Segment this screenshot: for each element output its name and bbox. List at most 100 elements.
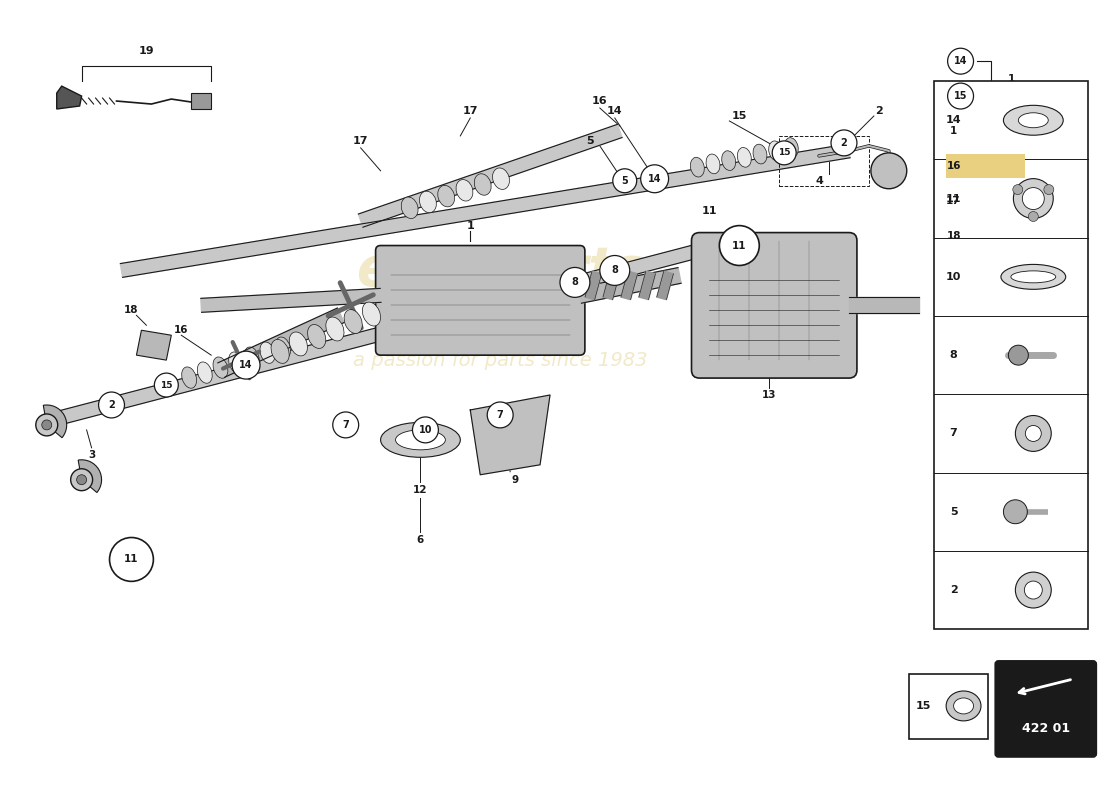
Polygon shape — [579, 268, 681, 303]
Ellipse shape — [197, 362, 212, 383]
Circle shape — [1009, 345, 1028, 365]
Text: euroParts: euroParts — [355, 245, 645, 297]
Circle shape — [99, 392, 124, 418]
Text: 8: 8 — [949, 350, 957, 360]
Ellipse shape — [737, 147, 751, 167]
Text: 2: 2 — [108, 400, 114, 410]
Circle shape — [70, 469, 92, 490]
Text: 19: 19 — [139, 46, 154, 56]
Text: 14: 14 — [240, 360, 253, 370]
Text: 17: 17 — [353, 136, 369, 146]
Ellipse shape — [326, 317, 344, 341]
Circle shape — [36, 414, 57, 436]
Circle shape — [772, 141, 796, 165]
Ellipse shape — [229, 352, 243, 374]
Bar — [946, 154, 1025, 178]
Polygon shape — [639, 271, 656, 300]
Circle shape — [42, 420, 52, 430]
Ellipse shape — [691, 158, 704, 177]
Text: 2: 2 — [840, 138, 847, 148]
Ellipse shape — [276, 337, 290, 358]
Ellipse shape — [1001, 265, 1066, 290]
Ellipse shape — [396, 430, 446, 450]
Polygon shape — [585, 271, 602, 300]
Ellipse shape — [271, 339, 289, 363]
Circle shape — [1013, 185, 1023, 194]
Text: 15: 15 — [732, 111, 747, 121]
Text: 10: 10 — [419, 425, 432, 435]
Ellipse shape — [182, 367, 197, 388]
Ellipse shape — [493, 168, 509, 190]
Polygon shape — [603, 271, 619, 300]
Polygon shape — [657, 271, 673, 300]
Text: a passion for parts since 1983: a passion for parts since 1983 — [353, 350, 648, 370]
FancyBboxPatch shape — [692, 233, 857, 378]
Circle shape — [154, 373, 178, 397]
Ellipse shape — [784, 138, 799, 158]
Text: 5: 5 — [949, 506, 957, 517]
Circle shape — [947, 48, 974, 74]
Polygon shape — [50, 244, 701, 426]
Polygon shape — [849, 298, 918, 314]
Ellipse shape — [722, 150, 736, 170]
Circle shape — [640, 165, 669, 193]
Text: 7: 7 — [342, 420, 349, 430]
Wedge shape — [43, 405, 67, 438]
Text: 15: 15 — [161, 381, 173, 390]
Text: 14: 14 — [946, 115, 961, 126]
Circle shape — [947, 83, 974, 109]
Circle shape — [333, 412, 359, 438]
Ellipse shape — [308, 325, 326, 349]
Text: 11: 11 — [702, 206, 717, 216]
Ellipse shape — [456, 179, 473, 201]
Polygon shape — [620, 271, 638, 300]
Ellipse shape — [419, 191, 437, 213]
Ellipse shape — [954, 698, 974, 714]
Ellipse shape — [289, 332, 308, 356]
Circle shape — [1044, 185, 1054, 194]
Polygon shape — [57, 86, 81, 109]
Text: 9: 9 — [512, 474, 519, 485]
Text: 1: 1 — [1008, 74, 1015, 84]
Text: 15: 15 — [954, 91, 967, 101]
Circle shape — [1025, 426, 1042, 442]
Ellipse shape — [1019, 113, 1048, 128]
Circle shape — [110, 538, 153, 582]
Text: 15: 15 — [916, 701, 932, 711]
Text: 11: 11 — [124, 554, 139, 565]
Text: 16: 16 — [174, 326, 188, 335]
Text: 6: 6 — [417, 534, 425, 545]
Text: 17: 17 — [946, 196, 961, 206]
Circle shape — [1013, 178, 1053, 218]
Text: 14: 14 — [954, 56, 967, 66]
Circle shape — [232, 351, 260, 379]
Ellipse shape — [754, 144, 767, 164]
Text: 8: 8 — [612, 266, 618, 275]
Circle shape — [412, 417, 439, 443]
Circle shape — [719, 226, 759, 266]
Text: 7: 7 — [497, 410, 504, 420]
Text: 14: 14 — [607, 106, 623, 116]
Text: 1: 1 — [950, 126, 957, 136]
Ellipse shape — [1011, 271, 1056, 283]
Polygon shape — [218, 308, 344, 378]
Polygon shape — [359, 124, 622, 227]
Text: 12: 12 — [414, 485, 428, 494]
Bar — [909, 674, 989, 739]
Ellipse shape — [1003, 106, 1064, 135]
FancyBboxPatch shape — [375, 246, 585, 355]
Wedge shape — [78, 460, 101, 493]
Ellipse shape — [706, 154, 721, 174]
Text: 3: 3 — [88, 450, 96, 460]
Text: 5: 5 — [586, 136, 594, 146]
Polygon shape — [120, 144, 850, 278]
Text: 2: 2 — [874, 106, 882, 116]
Bar — [779, 136, 869, 186]
Circle shape — [830, 130, 857, 156]
Circle shape — [560, 267, 590, 298]
Circle shape — [77, 474, 87, 485]
Ellipse shape — [474, 174, 492, 195]
Text: 7: 7 — [949, 429, 957, 438]
Circle shape — [613, 169, 637, 193]
Text: 18: 18 — [946, 230, 960, 241]
